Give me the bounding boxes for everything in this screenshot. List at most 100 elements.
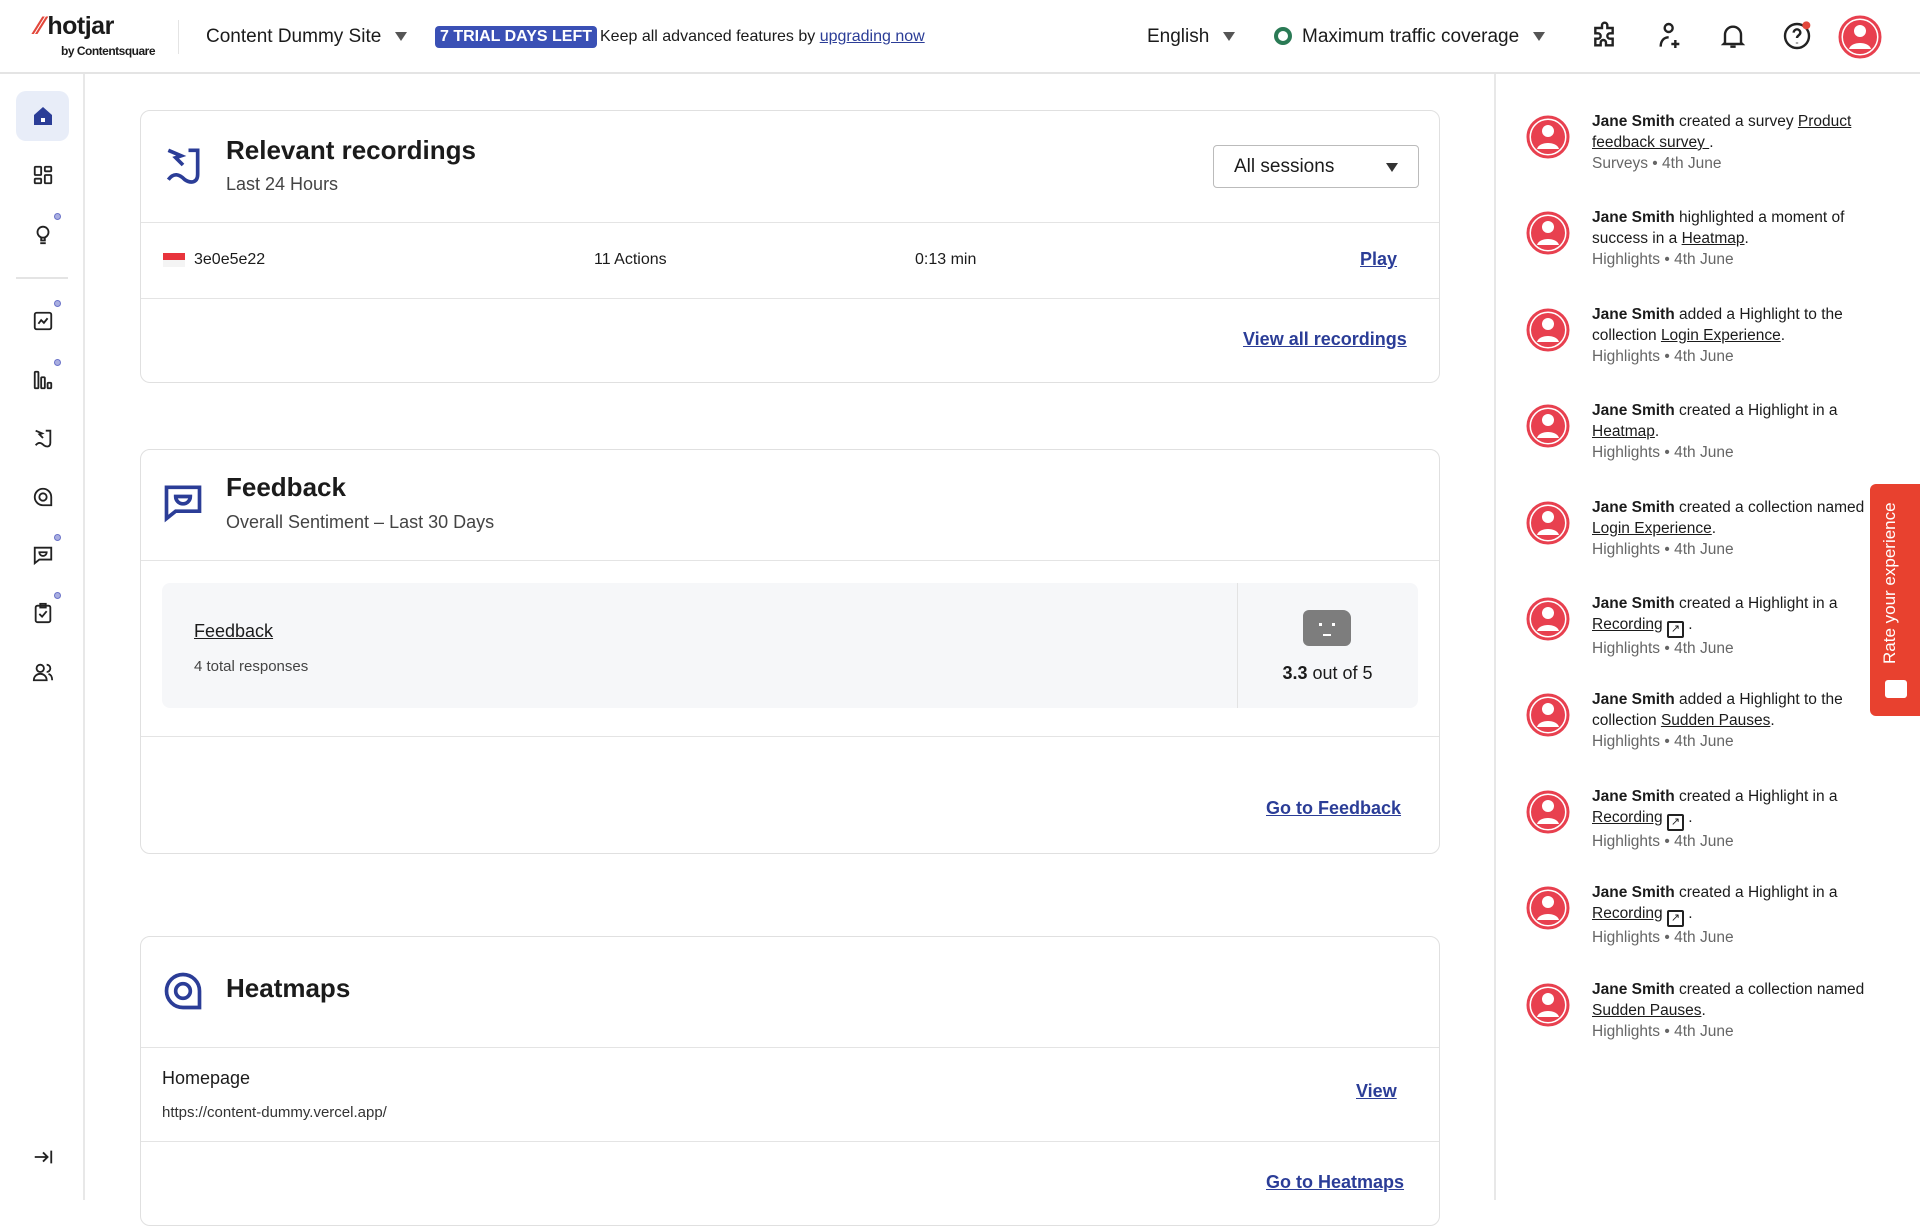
external-link-icon[interactable]: ↗ (1666, 813, 1684, 831)
activity-link[interactable]: Product feedback survey (1592, 113, 1852, 151)
card-title: Feedback (226, 472, 346, 502)
traffic-coverage-selector[interactable]: Maximum traffic coverage (1274, 26, 1546, 48)
sidebar-item-feedback[interactable] (16, 530, 69, 580)
sidebar-item-trends[interactable] (16, 296, 69, 346)
activity-meta: Highlights • 4th June (1592, 347, 1734, 365)
status-ring-icon (1274, 27, 1292, 45)
avatar (1526, 501, 1570, 545)
sidebar-item-funnels[interactable] (16, 355, 69, 405)
divider (16, 277, 68, 279)
go-to-heatmaps-link[interactable]: Go to Heatmaps (1266, 1172, 1405, 1192)
activity-link[interactable]: Sudden Pauses (1660, 712, 1771, 730)
language-selector[interactable]: English (1147, 26, 1236, 48)
avatar (1526, 790, 1570, 834)
heatmap-row[interactable]: Homepage https://content-dummy.vercel.ap… (141, 1048, 1439, 1141)
trends-icon (33, 311, 52, 331)
activity-user: Jane Smith (1592, 595, 1675, 612)
avatar (1526, 693, 1570, 737)
sidebar-item-surveys[interactable] (16, 588, 69, 638)
chevron-down-icon (1386, 163, 1398, 172)
total-responses: 4 total responses (194, 658, 309, 675)
sidebar-item-dashboards[interactable] (16, 150, 69, 200)
bell-icon[interactable] (1717, 20, 1749, 52)
punctuation: . (1683, 905, 1693, 923)
flag-icon (163, 253, 185, 267)
recording-row[interactable]: 3e0e5e22 11 Actions 0:13 min Play (141, 223, 1439, 298)
users-icon (32, 663, 53, 682)
activity-feed: Jane Smith created a survey Product feed… (1494, 74, 1920, 1200)
activity-user: Jane Smith (1592, 498, 1675, 516)
view-all-recordings-link[interactable]: View all recordings (1243, 329, 1407, 349)
activity-link[interactable]: Sudden Pauses (1592, 1001, 1702, 1019)
activity-meta: Highlights • 4th June (1592, 1022, 1734, 1040)
activity-link[interactable]: Recording (1592, 808, 1663, 826)
activity-action: created a collection named (1674, 498, 1865, 516)
session-filter-dropdown[interactable]: All sessions (1213, 145, 1419, 188)
sidebar-item-home[interactable] (16, 91, 69, 141)
recordings-icon (166, 148, 200, 184)
go-to-feedback-link[interactable]: Go to Feedback (1266, 798, 1402, 818)
add-user-icon[interactable] (1654, 20, 1686, 52)
activity-user: Jane Smith (1592, 402, 1675, 420)
activity-meta: Highlights • 4th June (1592, 540, 1734, 558)
activity-action: created a Highlight in a (1674, 787, 1838, 805)
activity-link[interactable]: Heatmap (1592, 423, 1655, 441)
activity-link[interactable]: Heatmap (1681, 230, 1745, 248)
chevron-down-icon (1533, 32, 1546, 42)
activity-link[interactable]: Recording (1592, 616, 1663, 633)
sidebar-item-recordings[interactable] (16, 413, 69, 463)
activity-user: Jane Smith (1592, 305, 1675, 323)
collapse-sidebar-button[interactable] (16, 1132, 69, 1182)
activity-link[interactable]: Login Experience (1592, 519, 1712, 537)
feedback-card: Feedback Overall Sentiment – Last 30 Day… (140, 449, 1440, 1191)
new-dot (54, 359, 61, 366)
avatar[interactable] (1838, 15, 1882, 59)
divider (141, 222, 1439, 223)
activity-action: highlighted a moment of success in a (1592, 209, 1845, 248)
puzzle-icon[interactable] (1590, 20, 1622, 52)
help-icon[interactable] (1781, 20, 1813, 52)
recordings-card: Relevant recordings Last 24 Hours All se… (140, 110, 1440, 383)
punctuation: . (1770, 712, 1775, 730)
sidebar-item-interviews[interactable] (16, 647, 69, 697)
card-title: Heatmaps (226, 973, 351, 1003)
activity-user: Jane Smith (1592, 787, 1675, 805)
activity-meta: Highlights • 4th June (1592, 640, 1734, 657)
rate-experience-tab[interactable]: Rate your experience (1870, 484, 1920, 716)
sidebar-item-heatmaps[interactable] (16, 472, 69, 522)
sidebar-item-insights[interactable] (16, 209, 69, 259)
punctuation: . (1744, 230, 1749, 248)
collapse-icon (34, 1150, 52, 1164)
activity-meta: Surveys • 4th June (1592, 155, 1722, 172)
feedback-face-icon (1885, 680, 1907, 698)
activity-link[interactable]: Recording (1592, 905, 1663, 923)
new-dot (54, 300, 61, 307)
home-icon (33, 107, 52, 125)
recording-actions: 11 Actions (594, 251, 667, 268)
divider (141, 736, 1439, 737)
punctuation: . (1683, 616, 1693, 633)
activity-user: Jane Smith (1592, 691, 1675, 709)
feedback-widget-link[interactable]: Feedback (194, 621, 274, 641)
divider (141, 1141, 1439, 1142)
feedback-icon (33, 546, 52, 566)
upgrade-link[interactable]: upgrading now (819, 28, 925, 45)
heatmap-name: Homepage (162, 1068, 251, 1088)
trial-badge: 7 TRIAL DAYS LEFT (435, 26, 598, 48)
avatar (1526, 597, 1570, 641)
play-button[interactable]: Play (1360, 249, 1398, 269)
hotjar-logo[interactable]: ⁄⁄ hotjar by Contentsquare (36, 12, 156, 58)
new-dot (54, 592, 61, 599)
heatmaps-icon (164, 972, 202, 1010)
external-link-icon[interactable]: ↗ (1666, 621, 1684, 638)
external-link-icon[interactable]: ↗ (1666, 910, 1684, 928)
punctuation: . (1683, 808, 1693, 826)
activity-link[interactable]: Login Experience (1660, 326, 1781, 344)
view-heatmap-button[interactable]: View (1356, 1081, 1397, 1101)
recording-id: 3e0e5e22 (194, 251, 266, 268)
recordings-icon (34, 429, 51, 448)
avatar (1526, 886, 1570, 930)
new-dot (54, 213, 61, 220)
site-selector[interactable]: Content Dummy Site (206, 26, 408, 48)
activity-action: created a Highlight in a (1674, 402, 1838, 420)
